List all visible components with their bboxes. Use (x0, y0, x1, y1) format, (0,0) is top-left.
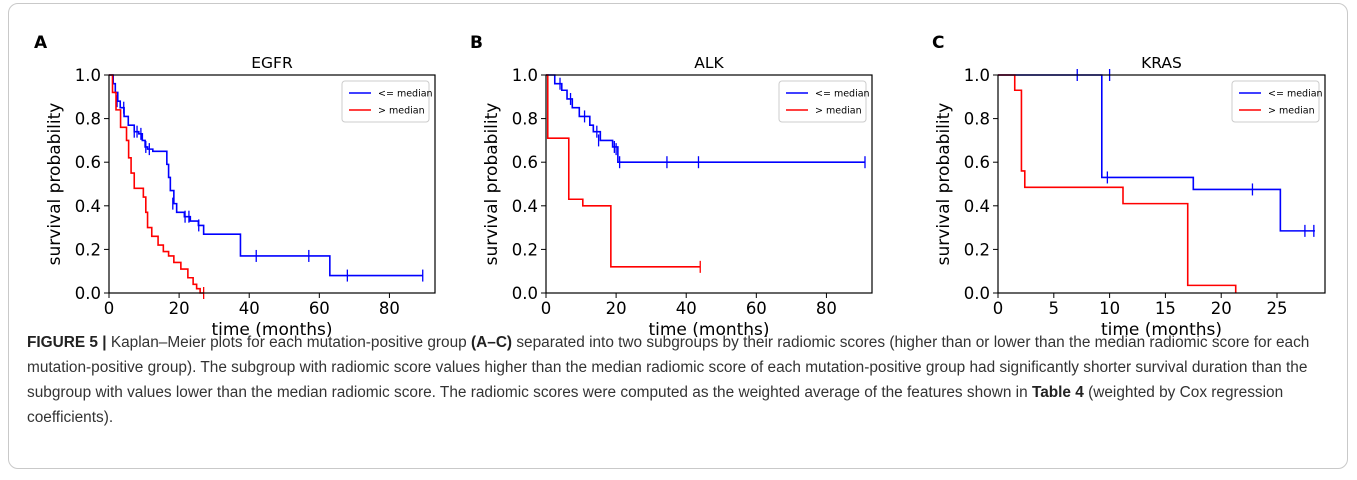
y-tick-label: 1.0 (512, 66, 538, 85)
x-tick-label: 15 (1155, 299, 1176, 318)
panel-letter: C (932, 33, 944, 53)
chart-title: KRAS (1141, 54, 1182, 72)
y-axis-label: survival probability (934, 103, 954, 266)
legend-box (1231, 80, 1320, 123)
panel-kras: C KRAS 0 5 10 15 20 25 0.0 0.2 0.4 0.6 0.8 1.0 time (m… (932, 33, 1326, 340)
km-curve-high (546, 74, 701, 268)
legend: <= median > median (341, 80, 433, 123)
legend: <= median > median (1231, 80, 1323, 123)
y-tick-label: 0.6 (964, 153, 990, 172)
x-tick-label: 0 (104, 299, 115, 318)
plot-frame (545, 74, 873, 294)
x-axis-label: time (months) (648, 320, 769, 340)
y-tick-label: 0.4 (75, 197, 101, 216)
legend-box (341, 80, 430, 123)
caption-bold-panels: (A–C) (471, 334, 513, 351)
x-tick-label: 20 (606, 299, 627, 318)
x-tick-label: 0 (541, 299, 552, 318)
y-tick-label: 0.4 (964, 197, 990, 216)
y-tick-label: 0.4 (512, 197, 538, 216)
panel-egfr: A EGFR 0 20 40 60 80 0.0 0.2 0.4 0.6 0.8 1.0 time (mo… (34, 33, 436, 340)
legend-box (778, 80, 867, 123)
y-tick-label: 0.2 (964, 240, 990, 259)
y-tick-label: 0.2 (75, 240, 101, 259)
y-tick-label: 0.2 (512, 240, 538, 259)
x-tick-label: 5 (1049, 299, 1060, 318)
x-tick-label: 20 (1211, 299, 1232, 318)
figure-frame (8, 3, 1348, 469)
panel-letter: B (470, 33, 483, 53)
y-tick-label: 0.6 (512, 153, 538, 172)
km-curve-high (998, 74, 1237, 293)
y-tick-label: 0.8 (964, 110, 990, 129)
km-curve-low (998, 74, 1315, 232)
km-curve-high (109, 74, 204, 294)
caption-bold-table: Table 4 (1031, 384, 1084, 401)
x-tick-label: 80 (379, 299, 400, 318)
legend-label: > median (378, 106, 425, 117)
plot-frame (108, 74, 436, 294)
y-tick-label: 0.0 (964, 284, 990, 303)
legend-label: > median (815, 106, 862, 117)
plot-frame (997, 74, 1326, 294)
chart-title: ALK (694, 54, 724, 72)
caption-label: FIGURE 5 | (27, 334, 107, 351)
y-tick-label: 0.0 (75, 284, 101, 303)
y-tick-label: 0.8 (75, 110, 101, 129)
x-tick-label: 80 (816, 299, 837, 318)
y-tick-label: 0.0 (512, 284, 538, 303)
legend-label: <= median (1268, 89, 1323, 100)
x-tick-label: 0 (993, 299, 1004, 318)
y-tick-label: 1.0 (75, 66, 101, 85)
legend-label: <= median (378, 89, 433, 100)
x-tick-label: 40 (676, 299, 697, 318)
x-tick-label: 25 (1267, 299, 1288, 318)
y-axis-label: survival probability (45, 103, 65, 266)
y-tick-label: 0.8 (512, 110, 538, 129)
y-axis-label: survival probability (482, 103, 502, 266)
caption-text-2: separated into two subgroups by their ra… (27, 334, 1310, 401)
x-tick-label: 60 (309, 299, 330, 318)
legend: <= median > median (778, 80, 870, 123)
caption-text-1: Kaplan–Meier plots for each mutation-pos… (106, 334, 472, 351)
x-axis-label: time (months) (211, 320, 332, 340)
legend-label: > median (1268, 106, 1315, 117)
y-tick-label: 1.0 (964, 66, 990, 85)
legend-label: <= median (815, 89, 870, 100)
figure-caption: FIGURE 5 | Kaplan–Meier plots for each m… (27, 330, 1332, 430)
caption-text-3: (weighted by Cox regression coefficients… (27, 384, 1284, 426)
x-tick-label: 40 (239, 299, 260, 318)
chart-title: EGFR (251, 54, 293, 72)
x-tick-label: 60 (746, 299, 767, 318)
panel-letter: A (34, 33, 48, 53)
x-tick-label: 20 (169, 299, 190, 318)
x-tick-label: 10 (1099, 299, 1120, 318)
y-tick-label: 0.6 (75, 153, 101, 172)
x-axis-label: time (months) (1101, 320, 1222, 340)
panel-alk: B ALK 0 20 40 60 80 0.0 0.2 0.4 0.6 0.8 1.0 time (mon… (470, 33, 873, 340)
